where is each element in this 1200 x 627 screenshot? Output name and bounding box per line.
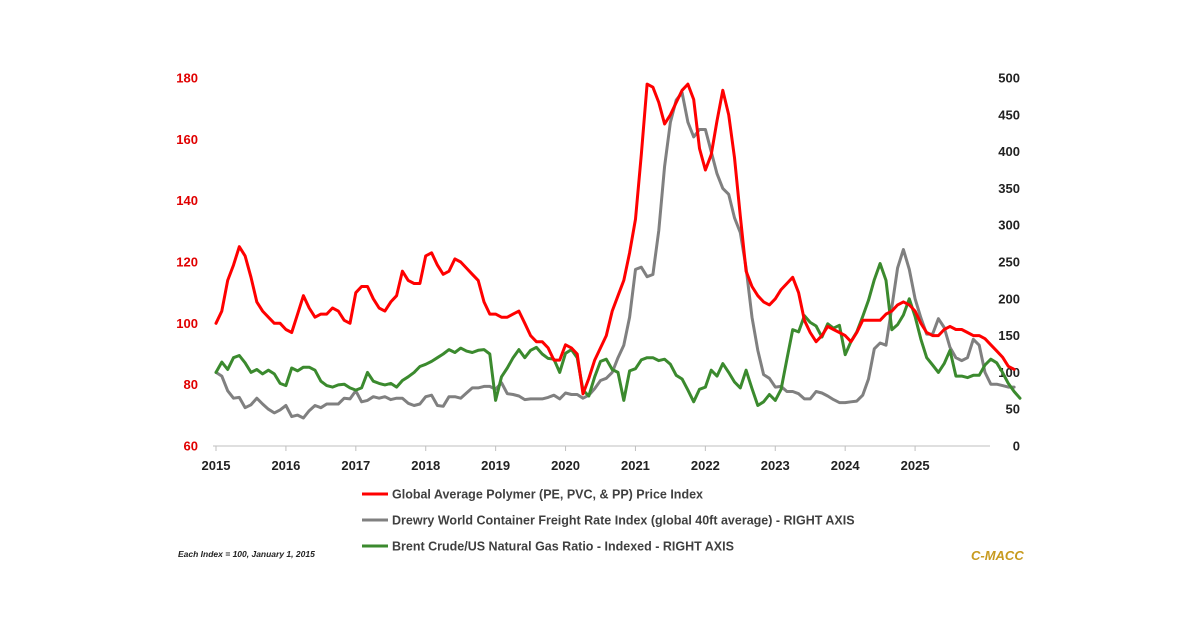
x-tick-label: 2017 (341, 458, 370, 473)
crude-gas-ratio-line (214, 262, 1022, 407)
x-tick-label: 2019 (481, 458, 510, 473)
legend-item-polymer: Global Average Polymer (PE, PVC, & PP) P… (362, 488, 703, 502)
right-tick-label: 150 (998, 328, 1020, 343)
left-tick-label: 180 (176, 71, 198, 86)
right-tick-label: 200 (998, 291, 1020, 306)
right-tick-label: 50 (1006, 402, 1020, 417)
x-tick-label: 2025 (901, 458, 930, 473)
x-tick-label: 2016 (271, 458, 300, 473)
x-tick-label: 2022 (691, 458, 720, 473)
right-tick-label: 300 (998, 218, 1020, 233)
left-tick-label: 160 (176, 132, 198, 147)
legend-label: Drewry World Container Freight Rate Inde… (392, 514, 855, 528)
legend-label: Global Average Polymer (PE, PVC, & PP) P… (392, 488, 703, 502)
left-axis-ticks: 60 80 100 120 140 160 180 (176, 71, 198, 454)
right-tick-label: 400 (998, 144, 1020, 159)
x-tick-label: 2023 (761, 458, 790, 473)
right-tick-label: 500 (998, 71, 1020, 86)
right-tick-label: 450 (998, 107, 1020, 122)
x-tick-label: 2021 (621, 458, 650, 473)
x-tick-label: 2015 (202, 458, 231, 473)
x-tick-label: 2024 (831, 458, 861, 473)
polymer-price-index-line (214, 82, 1016, 396)
legend: Global Average Polymer (PE, PVC, & PP) P… (362, 488, 855, 554)
left-tick-label: 140 (176, 193, 198, 208)
right-tick-label: 0 (1013, 439, 1020, 454)
left-tick-label: 60 (184, 439, 198, 454)
left-tick-label: 80 (184, 377, 198, 392)
freight-rate-index-line (214, 91, 1016, 420)
left-tick-label: 100 (176, 316, 198, 331)
right-tick-label: 250 (998, 255, 1020, 270)
footnote: Each Index = 100, January 1, 2015 (178, 549, 315, 559)
x-tick-label: 2020 (551, 458, 580, 473)
legend-label: Brent Crude/US Natural Gas Ratio - Index… (392, 540, 734, 554)
left-tick-label: 120 (176, 255, 198, 270)
x-tick-label: 2018 (411, 458, 440, 473)
right-tick-label: 350 (998, 181, 1020, 196)
legend-item-freight: Drewry World Container Freight Rate Inde… (362, 514, 855, 528)
legend-item-crude-gas: Brent Crude/US Natural Gas Ratio - Index… (362, 540, 734, 554)
x-axis-ticks: 2015 2016 2017 2018 2019 2020 2021 2022 2023 2024… (202, 446, 930, 473)
brand-logo-text: C-MACC (971, 548, 1024, 563)
series-lines (214, 82, 1022, 420)
